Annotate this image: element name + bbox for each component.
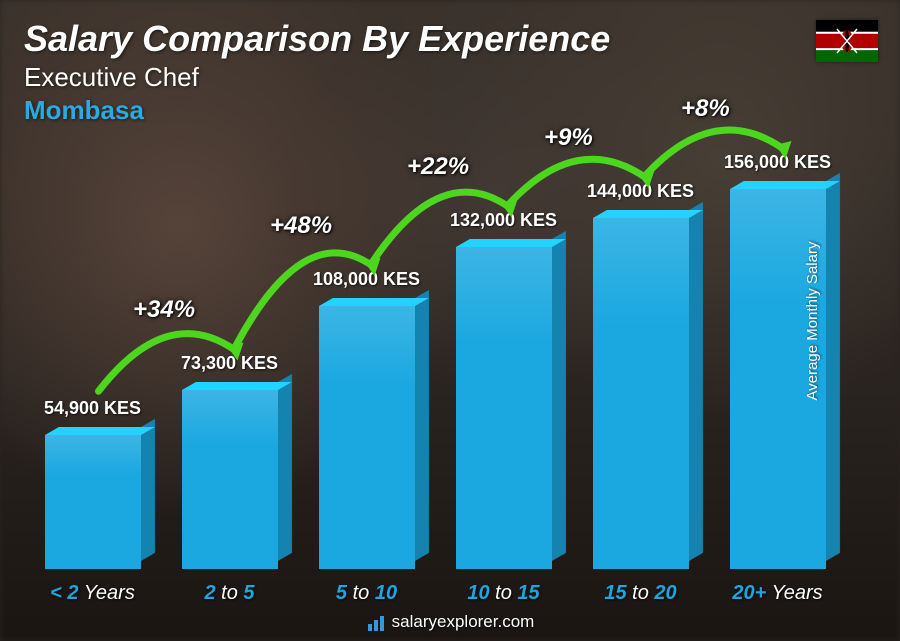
bar-value-label: 156,000 KES [724,152,831,173]
bar-top [593,210,703,218]
bar-slot: 54,900 KES [24,99,161,569]
x-axis-label: 2 to 5 [161,582,298,605]
bar-side [826,173,840,561]
bar [319,306,415,569]
bar-top [456,239,566,247]
x-axis-label: 15 to 20 [572,582,709,605]
bar-front [593,218,689,569]
x-axis-label: < 2 Years [24,582,161,605]
subtitle: Executive Chef [24,62,876,93]
bar-slot: 156,000 KES [709,99,846,569]
bar-top [730,181,840,189]
bar-value-label: 54,900 KES [44,398,141,419]
bar-top [182,382,292,390]
location: Mombasa [24,95,876,126]
x-axis-label: 20+ Years [709,582,846,605]
x-axis-labels: < 2 Years2 to 55 to 1010 to 1515 to 2020… [24,582,846,605]
bar-chart: 54,900 KES 73,300 KES 108,000 KES 132,000 K… [0,81,900,641]
bar-side [278,374,292,561]
bar [593,218,689,569]
kenya-flag-icon [816,20,878,62]
y-axis-label: Average Monthly Salary [804,241,821,400]
bar-top [319,298,429,306]
bar-front [456,247,552,569]
bar-front [319,306,415,569]
bars-container: 54,900 KES 73,300 KES 108,000 KES 132,000 K… [24,99,846,569]
footer: salaryexplorer.com [0,612,900,633]
bar-side [141,419,155,561]
bar-side [552,231,566,561]
bar [456,247,552,569]
x-axis-label: 10 to 15 [435,582,572,605]
page-title: Salary Comparison By Experience [24,18,876,60]
bar-slot: 108,000 KES [298,99,435,569]
bar [182,390,278,569]
bar-slot: 132,000 KES [435,99,572,569]
bar-front [182,390,278,569]
bar-value-label: 132,000 KES [450,210,557,231]
bar [45,435,141,569]
logo-icon [366,613,386,633]
bar-side [415,290,429,561]
bar-value-label: 73,300 KES [181,353,278,374]
bar-slot: 144,000 KES [572,99,709,569]
footer-site: salaryexplorer.com [392,612,535,631]
bar-side [689,202,703,561]
bar-value-label: 144,000 KES [587,181,694,202]
bar-front [45,435,141,569]
bar-slot: 73,300 KES [161,99,298,569]
header: Salary Comparison By Experience Executiv… [24,18,876,126]
bar-value-label: 108,000 KES [313,269,420,290]
x-axis-label: 5 to 10 [298,582,435,605]
bar-top [45,427,155,435]
